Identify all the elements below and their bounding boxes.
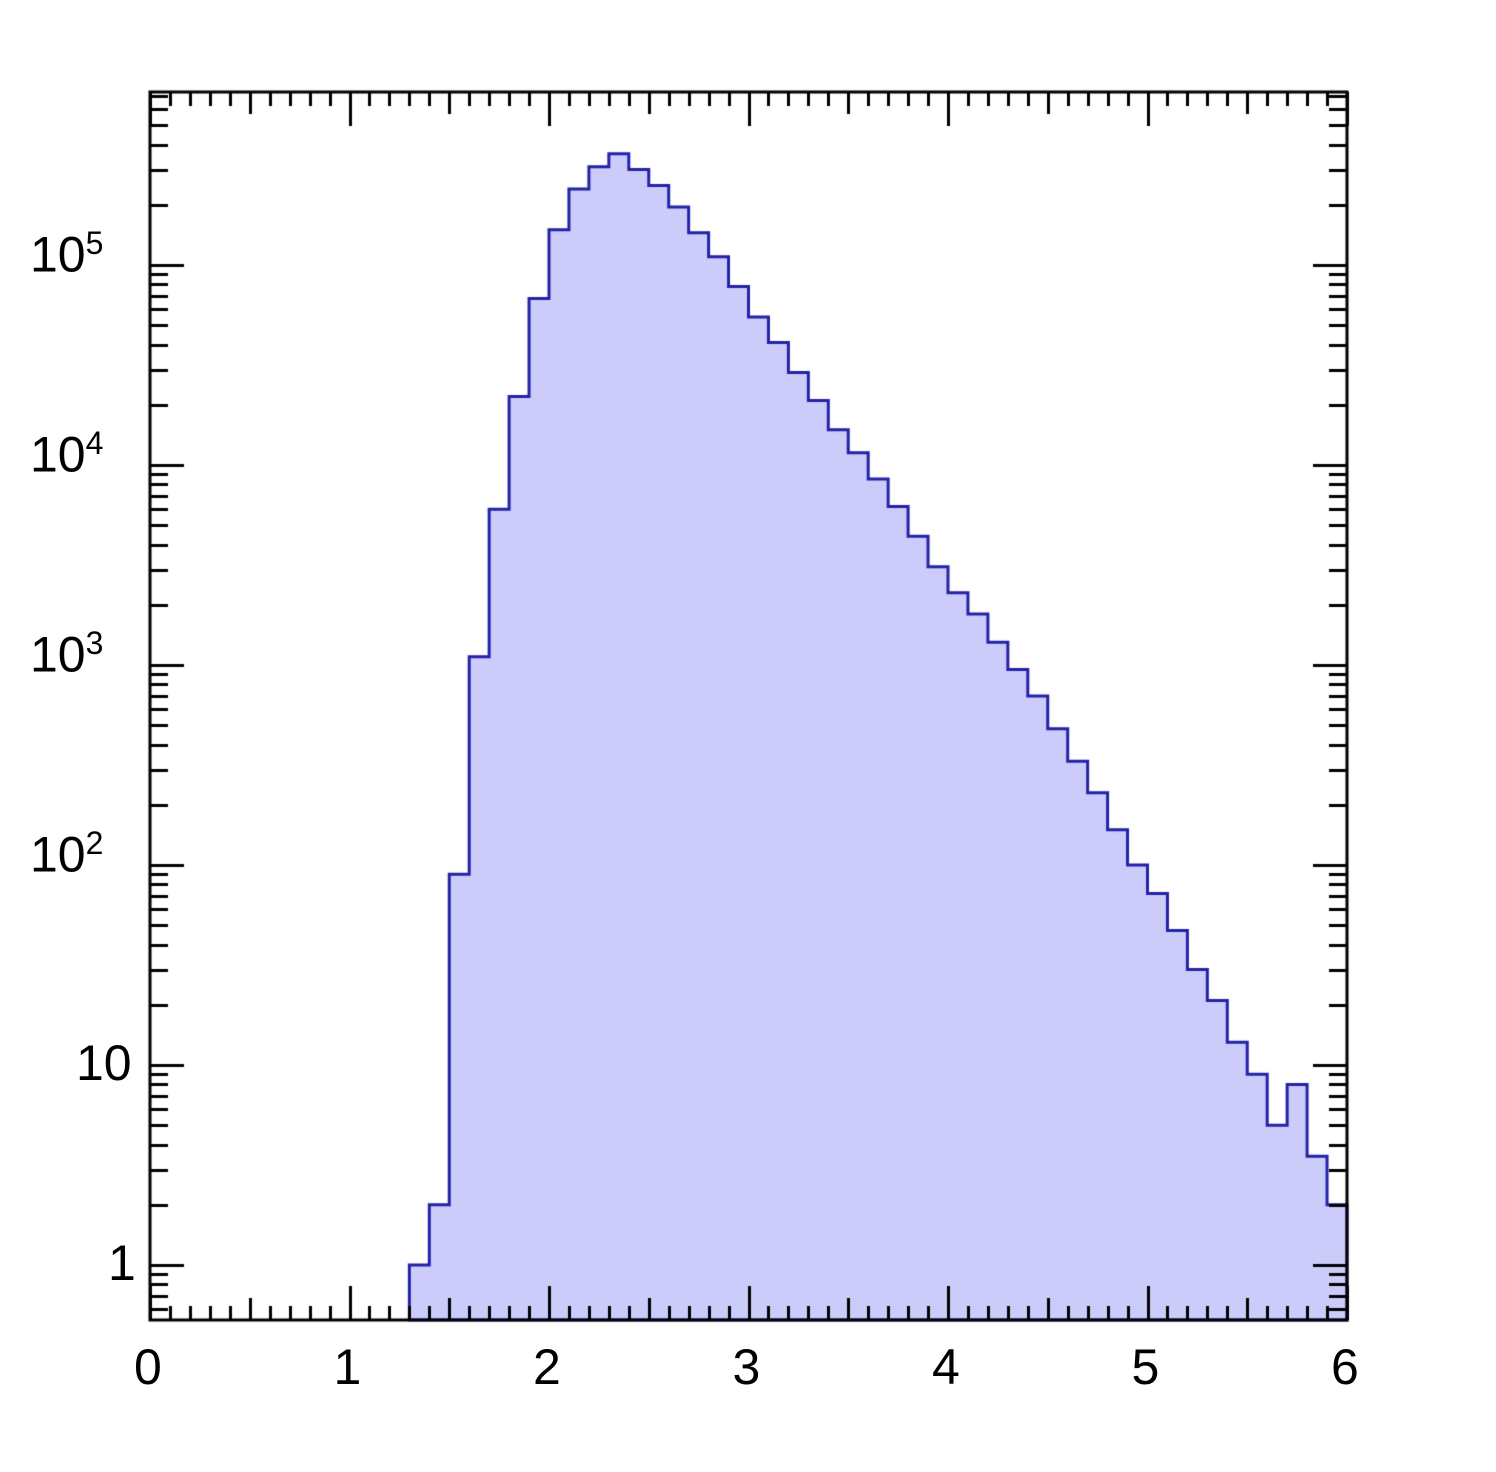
y-tick-mantissa: 10: [30, 426, 86, 483]
y-tick-label: 1: [108, 1238, 136, 1288]
y-tick-mantissa: 10: [30, 226, 86, 283]
y-tick-mantissa: 1: [108, 1235, 136, 1291]
y-tick-label: 102: [30, 827, 103, 880]
y-tick-exponent: 5: [85, 225, 104, 261]
y-tick-label: 104: [30, 427, 103, 480]
x-tick-label: 6: [1331, 1339, 1359, 1395]
y-tick-mantissa: 10: [30, 826, 86, 883]
y-tick-mantissa: 10: [30, 626, 86, 683]
y-tick-label: 105: [30, 227, 103, 280]
x-tick-label: 2: [533, 1339, 561, 1395]
y-tick-exponent: 3: [85, 625, 104, 661]
x-tick-label: 4: [932, 1339, 960, 1395]
x-tick-label: 0: [134, 1339, 162, 1395]
y-tick-label: 10: [76, 1038, 132, 1088]
y-tick-exponent: 4: [85, 425, 104, 461]
x-tick-label: 5: [1131, 1339, 1160, 1395]
y-tick-mantissa: 10: [76, 1035, 132, 1091]
x-tick-label: 1: [333, 1339, 362, 1395]
x-tick-label: 3: [732, 1339, 761, 1395]
y-tick-exponent: 2: [85, 825, 104, 861]
y-tick-label: 103: [30, 627, 103, 680]
